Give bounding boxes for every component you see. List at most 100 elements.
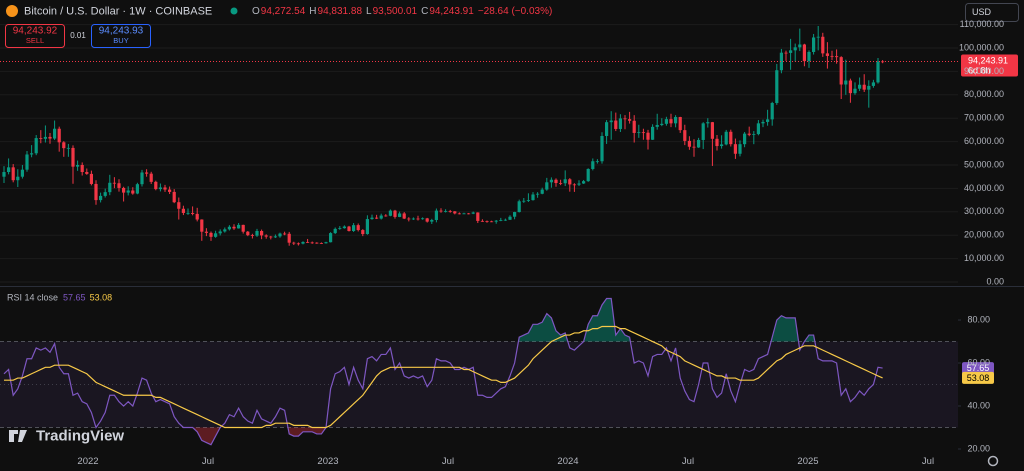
candle-body [876, 61, 880, 83]
y-tick-label: 90,000.00 [964, 66, 1004, 76]
candle-body [48, 136, 52, 139]
candle-body [347, 226, 351, 231]
candle-body [145, 172, 149, 174]
candle-body [812, 37, 816, 52]
candle-body [361, 230, 365, 235]
candle-body [158, 187, 162, 190]
candle-body [80, 165, 84, 173]
candle-body [467, 213, 471, 215]
candle-body [181, 208, 185, 213]
sell-price[interactable]: 94,243.92 [13, 26, 58, 37]
last-price-label: 94,243.91 [968, 55, 1008, 65]
candle-body [715, 138, 719, 147]
candle-body [278, 233, 282, 237]
x-tick-label: Jul [202, 456, 214, 467]
candle-body [384, 215, 388, 217]
candle-body [490, 221, 494, 223]
y-tick-label: 40.00 [967, 400, 990, 410]
candle-body [85, 172, 89, 174]
candle-body [701, 123, 705, 140]
logo: TradingView [9, 427, 124, 444]
candle-body [591, 161, 595, 169]
candle-body [25, 154, 29, 170]
change: −28.64 (−0.03%) [478, 6, 553, 17]
candle-body [375, 217, 379, 219]
candle-body [563, 179, 567, 184]
candle-body [131, 190, 135, 194]
candle-body [214, 233, 218, 237]
candle-body [310, 242, 314, 244]
candle-body [53, 128, 57, 139]
buy-label[interactable]: BUY [113, 36, 128, 45]
candle-body [664, 119, 668, 124]
candle-body [352, 225, 356, 231]
candle-body [807, 51, 811, 62]
symbol-title: Bitcoin / U.S. Dollar · 1W · COINBASE [24, 5, 212, 17]
x-tick-label: Jul [922, 456, 934, 467]
rsi-header-value: 53.08 [90, 292, 113, 302]
candle-body [287, 233, 291, 243]
candle-body [655, 124, 659, 127]
candle-body [683, 130, 687, 141]
candle-body [586, 168, 590, 182]
candle-body [269, 236, 273, 238]
candle-body [195, 213, 199, 220]
candle-body [149, 173, 153, 182]
candle-body [103, 192, 107, 196]
candle-body [522, 200, 526, 202]
candle-body [108, 182, 112, 193]
candle-body [545, 182, 549, 190]
sell-button[interactable] [5, 24, 65, 48]
candle-body [324, 242, 328, 244]
settings-button[interactable] [987, 455, 999, 467]
currency[interactable]: USD [972, 7, 992, 17]
candle-body [526, 200, 530, 201]
candle-body [421, 218, 425, 220]
candle-body [733, 144, 737, 154]
buy-price[interactable]: 94,243.93 [99, 26, 144, 37]
market-status[interactable] [230, 7, 238, 15]
candle-body [250, 235, 254, 237]
sell-label[interactable]: SELL [26, 36, 44, 45]
candle-body [2, 172, 6, 177]
candle-body [572, 184, 576, 186]
candle-body [692, 146, 696, 148]
candle-body [825, 53, 829, 56]
spread: 0.01 [70, 31, 86, 40]
candle-body [508, 216, 512, 220]
candle-body [499, 219, 503, 221]
candle-body [172, 191, 176, 203]
y-tick-label: 50,000.00 [964, 159, 1004, 169]
currency-button[interactable] [965, 3, 1019, 22]
candle-body [871, 82, 875, 86]
ohlc-key: O [252, 6, 260, 17]
candle-body [738, 144, 742, 154]
candle-body [710, 122, 714, 139]
candle-body [775, 70, 779, 103]
candle-body [200, 219, 204, 232]
candle-body [241, 224, 245, 232]
candle-body [513, 212, 517, 217]
candle-body [342, 226, 346, 229]
x-tick-label: Jul [682, 456, 694, 467]
candle-body [20, 169, 24, 177]
candle-body [494, 220, 498, 222]
candle-body [536, 193, 540, 195]
candle-body [209, 232, 213, 237]
candle-body [379, 215, 383, 219]
rsi-value-box [962, 362, 994, 375]
candle-body [743, 133, 747, 145]
watermark: TradingView [36, 427, 124, 444]
candle-body [609, 120, 613, 123]
candle-body [7, 167, 11, 173]
buy-button[interactable] [91, 24, 151, 48]
candle-body [531, 194, 535, 201]
candle-body [568, 179, 572, 185]
candle-body [641, 132, 645, 134]
settings-icon[interactable] [987, 455, 999, 467]
candle-body [30, 153, 34, 155]
ohlc-key: H [309, 6, 316, 17]
candle-body [770, 102, 774, 120]
rsi-line [3, 297, 883, 446]
y-tick-label: 30,000.00 [964, 206, 1004, 216]
